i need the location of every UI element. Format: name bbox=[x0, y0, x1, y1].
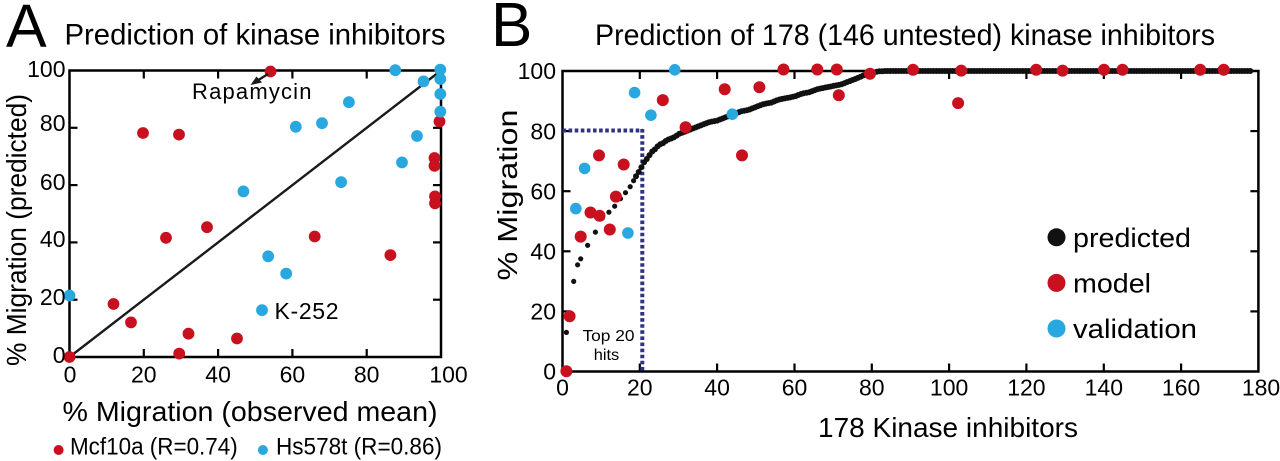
svg-text:B: B bbox=[491, 0, 532, 60]
svg-text:20: 20 bbox=[530, 299, 556, 325]
svg-text:100: 100 bbox=[930, 375, 968, 401]
svg-text:predicted: predicted bbox=[1073, 223, 1191, 253]
svg-text:40: 40 bbox=[530, 239, 556, 265]
svg-text:Mcf10a (R=0.74): Mcf10a (R=0.74) bbox=[70, 433, 238, 460]
svg-text:60: 60 bbox=[530, 178, 556, 204]
svg-text:160: 160 bbox=[1162, 375, 1200, 401]
svg-text:100: 100 bbox=[518, 58, 556, 84]
svg-text:20: 20 bbox=[627, 375, 653, 401]
svg-text:validation: validation bbox=[1073, 314, 1197, 344]
svg-text:0: 0 bbox=[556, 375, 569, 401]
svg-text:40: 40 bbox=[704, 375, 730, 401]
svg-text:20: 20 bbox=[40, 284, 66, 310]
svg-text:140: 140 bbox=[1085, 375, 1123, 401]
svg-text:hits: hits bbox=[594, 347, 620, 364]
svg-text:180: 180 bbox=[1242, 375, 1280, 401]
svg-text:Rapamycin: Rapamycin bbox=[192, 79, 312, 104]
svg-text:% Migration (observed mean): % Migration (observed mean) bbox=[63, 396, 438, 427]
svg-text:Top 20: Top 20 bbox=[583, 328, 635, 345]
svg-text:178 Kinase inhibitors: 178 Kinase inhibitors bbox=[818, 412, 1078, 443]
svg-text:100: 100 bbox=[27, 56, 65, 82]
svg-text:0: 0 bbox=[64, 362, 77, 388]
svg-text:K-252: K-252 bbox=[275, 298, 339, 324]
svg-text:A: A bbox=[6, 0, 47, 60]
svg-text:40: 40 bbox=[40, 226, 66, 252]
svg-text:% Migration: % Migration bbox=[492, 110, 523, 281]
svg-text:80: 80 bbox=[530, 119, 556, 145]
svg-text:120: 120 bbox=[1007, 375, 1045, 401]
svg-text:% Migration (predicted): % Migration (predicted) bbox=[1, 94, 32, 366]
svg-text:60: 60 bbox=[280, 362, 306, 388]
svg-text:80: 80 bbox=[354, 362, 380, 388]
svg-text:model: model bbox=[1073, 268, 1151, 298]
svg-text:20: 20 bbox=[131, 362, 157, 388]
svg-text:80: 80 bbox=[40, 110, 66, 136]
svg-text:0: 0 bbox=[543, 359, 556, 385]
svg-text:60: 60 bbox=[40, 169, 66, 195]
svg-text:40: 40 bbox=[205, 362, 231, 388]
svg-text:100: 100 bbox=[429, 362, 467, 388]
svg-text:Prediction of kinase inhibitor: Prediction of kinase inhibitors bbox=[65, 19, 446, 52]
svg-text:Prediction of 178 (146 unteste: Prediction of 178 (146 untested) kinase … bbox=[595, 19, 1215, 52]
svg-text:80: 80 bbox=[859, 375, 885, 401]
svg-text:Hs578t (R=0.86): Hs578t (R=0.86) bbox=[276, 433, 442, 460]
svg-text:60: 60 bbox=[782, 375, 808, 401]
svg-text:0: 0 bbox=[53, 342, 66, 368]
